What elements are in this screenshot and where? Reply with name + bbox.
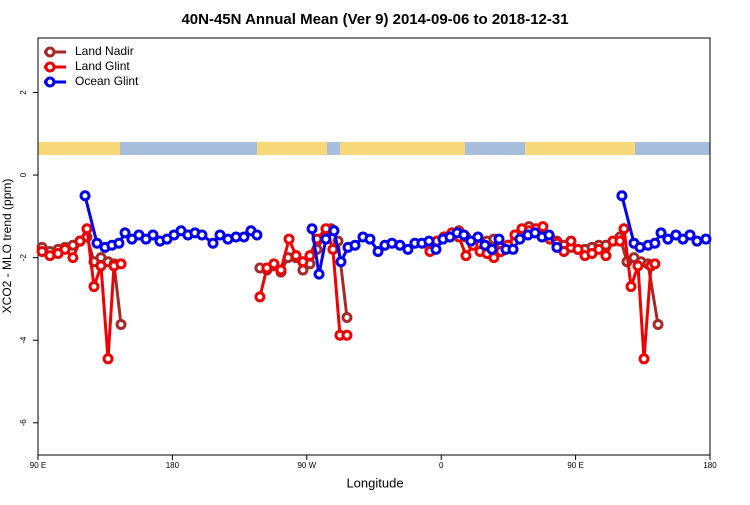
- data-point: [79, 190, 91, 202]
- y-tick-label: 0: [19, 172, 28, 177]
- data-point: [327, 243, 339, 255]
- data-point: [616, 190, 628, 202]
- data-point: [328, 225, 340, 237]
- data-point: [625, 281, 637, 293]
- data-point: [394, 239, 406, 251]
- legend-marker: [44, 61, 56, 73]
- data-point: [460, 250, 472, 262]
- x-tick-label: 90 W: [297, 461, 316, 470]
- data-point: [614, 235, 626, 247]
- x-tick-label: 90 E: [30, 461, 46, 470]
- data-point: [341, 312, 353, 324]
- data-point: [290, 250, 302, 262]
- data-point: [700, 233, 712, 245]
- data-point: [113, 237, 125, 249]
- y-tick-label: -4: [19, 336, 28, 344]
- data-point: [649, 258, 661, 270]
- data-point: [537, 221, 549, 233]
- data-point: [115, 258, 127, 270]
- data-point: [507, 243, 519, 255]
- data-point: [514, 233, 526, 245]
- data-point: [341, 329, 353, 341]
- data-point: [649, 237, 661, 249]
- data-point: [593, 243, 605, 255]
- data-point: [364, 233, 376, 245]
- data-point: [493, 233, 505, 245]
- data-point: [691, 235, 703, 247]
- data-point: [147, 229, 159, 241]
- y-tick-label: -6: [19, 419, 28, 427]
- data-point: [88, 281, 100, 293]
- data-point: [254, 291, 266, 303]
- data-point: [600, 250, 612, 262]
- data-point: [251, 229, 263, 241]
- data-point: [543, 229, 555, 241]
- data-point: [572, 243, 584, 255]
- data-point: [81, 223, 93, 235]
- legend-marker: [44, 76, 56, 88]
- data-point: [268, 258, 280, 270]
- data-point: [238, 231, 250, 243]
- data-point: [472, 231, 484, 243]
- x-tick-label: 0: [439, 461, 444, 470]
- data-point: [652, 319, 664, 331]
- data-point: [207, 237, 219, 249]
- data-point: [59, 243, 71, 255]
- data-point: [95, 260, 107, 272]
- legend-label: Land Nadir: [75, 44, 134, 58]
- data-point: [458, 229, 470, 241]
- data-point: [565, 235, 577, 247]
- data-point: [115, 319, 127, 331]
- data-point: [423, 235, 435, 247]
- data-point: [402, 243, 414, 255]
- data-point: [638, 353, 650, 365]
- data-point: [430, 243, 442, 255]
- x-tick-label: 90 E: [567, 461, 583, 470]
- data-point: [684, 229, 696, 241]
- legend-marker: [44, 46, 56, 58]
- data-point: [297, 256, 309, 268]
- data-point: [119, 227, 131, 239]
- data-point: [91, 237, 103, 249]
- data-point: [313, 268, 325, 280]
- map-strip: [38, 142, 710, 155]
- data-point: [349, 239, 361, 251]
- data-point: [655, 227, 667, 239]
- data-point: [632, 260, 644, 272]
- data-point: [306, 223, 318, 235]
- data-point: [372, 245, 384, 257]
- data-point: [102, 353, 114, 365]
- data-point: [275, 264, 287, 276]
- y-axis-label: XCO2 - MLO trend (ppm): [0, 179, 14, 314]
- data-point: [214, 229, 226, 241]
- x-tick-label: 180: [166, 461, 180, 470]
- data-point: [36, 245, 48, 257]
- data-point: [196, 229, 208, 241]
- data-point: [486, 243, 498, 255]
- chart-title: 40N-45N Annual Mean (Ver 9) 2014-09-06 t…: [181, 11, 568, 28]
- legend-label: Ocean Glint: [75, 74, 139, 88]
- y-tick-label: 2: [19, 90, 28, 95]
- data-point: [320, 233, 332, 245]
- data-point: [335, 256, 347, 268]
- data-point: [662, 233, 674, 245]
- data-point: [283, 233, 295, 245]
- data-point: [74, 235, 86, 247]
- data-point: [67, 252, 79, 264]
- data-point: [618, 223, 630, 235]
- x-axis-label: Longitude: [346, 475, 403, 490]
- x-tick-label: 180: [703, 461, 717, 470]
- data-point: [551, 241, 563, 253]
- y-tick-label: -2: [19, 254, 28, 262]
- legend-label: Land Glint: [75, 59, 130, 73]
- data-point: [304, 250, 316, 262]
